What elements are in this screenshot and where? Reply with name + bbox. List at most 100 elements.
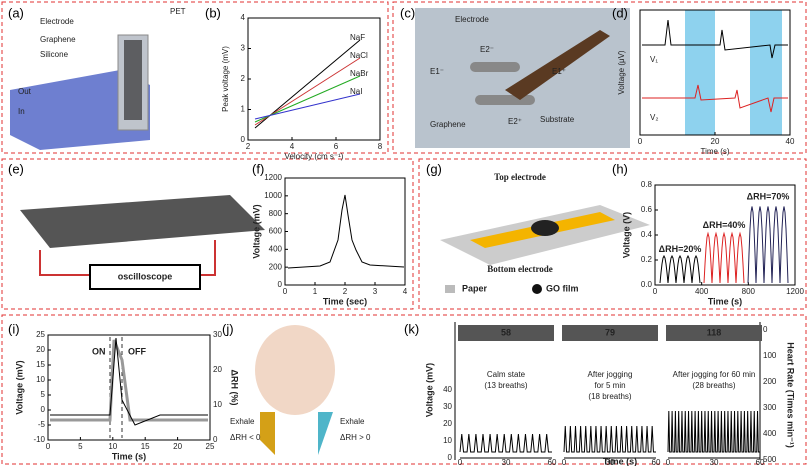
annotation: In	[18, 107, 25, 116]
arrow	[260, 412, 275, 455]
y-axis-label: Voltage (mV)	[424, 363, 434, 417]
y2-tick-label: 500	[763, 455, 777, 464]
y-tick-label: 2	[241, 74, 246, 83]
y-tick-label: 1000	[264, 191, 282, 200]
x-tick-label: 400	[695, 287, 709, 296]
y-tick-label: 0	[278, 280, 283, 289]
y-tick-label: 5	[41, 390, 46, 399]
y-tick-label: 15	[36, 360, 45, 369]
y2-axis-label: ΔRH (%)	[230, 370, 240, 406]
rh-trace	[50, 339, 208, 422]
y-tick-label: 0.8	[641, 180, 653, 189]
x-tick-label: 15	[141, 442, 150, 451]
oscilloscope-box	[89, 264, 201, 290]
y-tick-label: 10	[36, 375, 45, 384]
heart-rate-bar	[562, 325, 658, 341]
panel-label: (j)	[222, 321, 234, 336]
x-tick-label: 0	[666, 458, 671, 466]
annotation: Graphene	[430, 120, 466, 129]
plot-frame	[284, 177, 406, 286]
panel-ijk-frame	[1, 314, 807, 465]
y-tick-label: 4	[241, 13, 246, 22]
annotation: Substrate	[540, 115, 575, 124]
x-tick-label: 20	[173, 442, 182, 451]
y2-tick-label: 100	[763, 351, 777, 360]
y-tick-label: 0	[241, 135, 246, 144]
x-axis-label: Time (s)	[112, 451, 146, 461]
heart-rate-bar	[666, 325, 762, 341]
electrode	[470, 62, 520, 72]
plot-frame	[47, 334, 211, 441]
y-tick-label: 25	[36, 330, 45, 339]
annotation: E1⁻	[430, 67, 444, 76]
y-tick-label: 0.6	[641, 205, 653, 214]
water-tank	[10, 70, 150, 150]
state-label: After jogging for 60 min	[673, 370, 756, 379]
x-tick-label: 0	[458, 458, 463, 466]
annotation: Bottom electrode	[487, 264, 553, 274]
y2-tick-label: 400	[763, 429, 777, 438]
annotation: oscilloscope	[118, 271, 173, 281]
y2-tick-label: 10	[213, 400, 222, 409]
y-tick-label: 400	[269, 244, 283, 253]
voltage-trace	[659, 254, 701, 284]
panel-label: (d)	[612, 5, 628, 20]
panel-ef-frame	[1, 158, 414, 310]
y-tick-label: 0	[41, 405, 46, 414]
trace-v1	[642, 19, 788, 59]
panel-cd-frame	[392, 1, 807, 154]
y-tick-label: 0.0	[641, 280, 653, 289]
annotation: ΔRH=20%	[659, 244, 702, 254]
graphene-sheet	[124, 40, 142, 120]
x-tick-label: 0	[638, 137, 643, 146]
panel-label: (e)	[8, 161, 24, 176]
trace-v2	[642, 84, 788, 113]
x-axis-label: Time (s)	[700, 147, 729, 156]
y2-tick-label: 0	[763, 325, 768, 334]
panel-label: (c)	[400, 5, 415, 20]
y-tick-label: -10	[33, 435, 45, 444]
annotation: E2⁻	[480, 45, 494, 54]
state-label: for 5 min	[594, 381, 625, 390]
breath-trace	[563, 425, 656, 453]
annotation: Out	[18, 87, 32, 96]
panel-label: (f)	[252, 161, 264, 176]
voltage-trace	[703, 231, 745, 284]
y-tick-label: 1	[241, 105, 246, 114]
x-tick-label: 0	[653, 287, 658, 296]
annotation: ΔRH=40%	[703, 220, 746, 230]
x-tick-label: 2	[246, 142, 251, 151]
heart-rate: 58	[501, 327, 511, 337]
panel-label: (h)	[612, 161, 628, 176]
y2-axis-label: Heart Rate (Times min⁻¹)	[786, 342, 796, 448]
series-label: NaF	[350, 33, 365, 42]
x-tick-label: 40	[786, 137, 795, 146]
x-tick-label: 60	[756, 458, 765, 466]
voltage-trace	[50, 337, 208, 426]
y-tick-label: -5	[38, 420, 46, 429]
face	[255, 325, 335, 415]
y-axis-label: Peak voltage (mV)	[221, 46, 230, 112]
annotation: E1⁺	[552, 67, 566, 76]
state-label: Calm state	[487, 370, 526, 379]
x-tick-label: 25	[206, 442, 215, 451]
y-axis-label: Voltage (μV)	[617, 50, 626, 95]
state-label: (13 breaths)	[484, 381, 527, 390]
annotation: ΔRH=70%	[747, 192, 790, 202]
y-tick-label: 20	[36, 345, 45, 354]
voltage-trace	[747, 206, 789, 284]
y-axis-label: Voltage (V)	[621, 212, 631, 258]
graphene-surface	[20, 195, 265, 248]
x-tick-label: 5	[78, 442, 83, 451]
x-axis-label: Time (sec)	[323, 296, 367, 306]
breath-trace	[459, 433, 552, 453]
state-label: (18 breaths)	[588, 392, 631, 401]
annotation: Exhale	[340, 417, 365, 426]
y-tick-label: 600	[269, 227, 283, 236]
x-tick-label: 10	[108, 442, 117, 451]
x-tick-label: 1200	[786, 287, 804, 296]
shade	[750, 10, 782, 135]
annotation: ΔRH < 0	[230, 433, 261, 442]
series-label: NaI	[350, 87, 362, 96]
